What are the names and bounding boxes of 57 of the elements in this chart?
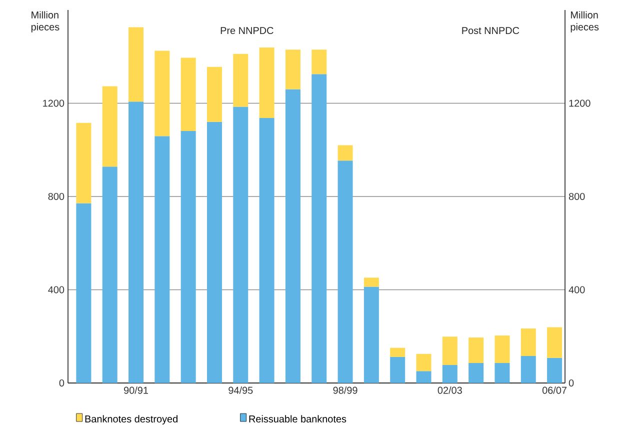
bar bbox=[76, 203, 92, 383]
x-tick-label: 02/03 bbox=[438, 386, 462, 394]
bar bbox=[102, 86, 118, 167]
legend-label: Reissuable banknotes bbox=[249, 415, 346, 422]
annotation: Post NNPDC bbox=[462, 26, 520, 34]
legend-label: Banknotes destroyed bbox=[85, 415, 178, 424]
bar bbox=[76, 122, 92, 204]
bar bbox=[338, 160, 353, 383]
bar bbox=[128, 27, 144, 102]
bar bbox=[259, 48, 274, 118]
y-tick-label: 1200 bbox=[43, 100, 64, 107]
bar bbox=[547, 327, 562, 358]
bar bbox=[468, 362, 484, 383]
bar bbox=[312, 74, 327, 383]
bar bbox=[494, 362, 510, 383]
y-tick-label: 800 bbox=[48, 192, 64, 200]
bar bbox=[338, 145, 353, 161]
bar bbox=[494, 335, 510, 363]
bar bbox=[416, 371, 432, 383]
bar bbox=[206, 122, 222, 383]
bar bbox=[468, 338, 484, 363]
bar bbox=[390, 348, 406, 357]
bar bbox=[154, 50, 170, 136]
bar bbox=[312, 50, 327, 74]
y2-axis-title: Million pieces bbox=[570, 11, 599, 32]
x-tick-label: 94/95 bbox=[228, 386, 253, 394]
bar bbox=[547, 358, 562, 383]
bar bbox=[180, 58, 196, 131]
bar bbox=[520, 328, 536, 356]
bar bbox=[416, 354, 432, 372]
bar bbox=[520, 356, 536, 383]
bar bbox=[285, 50, 300, 90]
bar bbox=[364, 278, 379, 287]
bar bbox=[259, 118, 274, 383]
bar bbox=[364, 286, 379, 383]
y2-tick-label: 400 bbox=[568, 286, 585, 294]
x-tick-label: 98/99 bbox=[333, 386, 358, 394]
bar bbox=[233, 54, 248, 107]
bar bbox=[442, 365, 458, 383]
y2-tick-label: 1200 bbox=[569, 100, 590, 107]
bar bbox=[206, 66, 222, 122]
y2-tick-label: 0 bbox=[568, 379, 574, 387]
bar bbox=[128, 102, 144, 383]
y-tick-label: 0 bbox=[59, 379, 64, 387]
x-tick-label: 90/91 bbox=[124, 386, 148, 394]
bar bbox=[180, 130, 196, 383]
annotation: Pre NNPDC bbox=[220, 26, 274, 34]
bar bbox=[233, 106, 248, 383]
x-tick-label: 06/07 bbox=[542, 386, 567, 394]
y-tick-label: 400 bbox=[48, 286, 64, 294]
y-axis-title: Million pieces bbox=[31, 11, 60, 32]
bar bbox=[154, 136, 170, 383]
bar bbox=[102, 166, 118, 383]
bar bbox=[285, 89, 300, 383]
y2-tick-label: 800 bbox=[568, 192, 585, 200]
bar bbox=[442, 336, 458, 366]
bar bbox=[390, 356, 406, 383]
